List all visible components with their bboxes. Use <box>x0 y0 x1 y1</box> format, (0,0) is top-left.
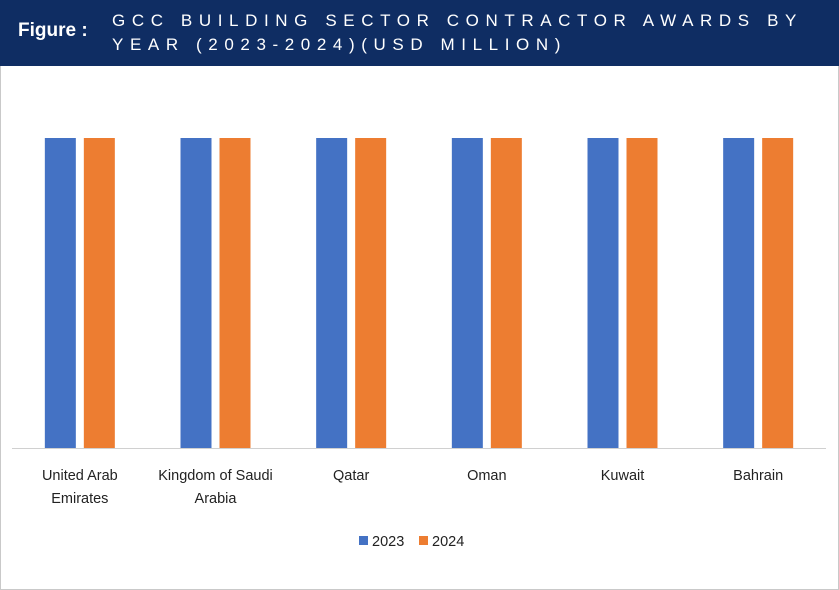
legend-swatch-2023 <box>359 536 368 545</box>
bar-2023-4 <box>587 138 619 448</box>
legend-label-2023: 2023 <box>372 534 404 550</box>
legend-swatch-2024 <box>419 536 428 545</box>
bar-2024-0 <box>83 138 115 448</box>
x-tick-label: Oman <box>467 468 507 484</box>
bar-2023-2 <box>316 138 348 448</box>
x-tick-label: Bahrain <box>733 468 783 484</box>
x-tick-label: Emirates <box>51 491 108 507</box>
x-tick-label: United Arab <box>42 468 118 484</box>
bar-2024-4 <box>626 138 658 448</box>
x-tick-label: Qatar <box>333 468 369 484</box>
figure-label: Figure : <box>18 20 88 41</box>
legend-label-2024: 2024 <box>432 534 464 550</box>
x-tick-label: Kingdom of Saudi <box>158 468 272 484</box>
x-tick-label: Kuwait <box>601 468 645 484</box>
bar-2024-1 <box>219 138 251 448</box>
bar-2023-0 <box>44 138 76 448</box>
chart-title: GCC BUILDING SECTOR CONTRACTOR AWARDS BY… <box>112 11 803 54</box>
figure-header: Figure : GCC BUILDING SECTOR CONTRACTOR … <box>0 0 839 66</box>
bar-2023-5 <box>723 138 755 448</box>
bar-2023-1 <box>180 138 212 448</box>
bar-2023-3 <box>451 138 483 448</box>
x-tick-label: Arabia <box>195 491 238 507</box>
bar-2024-2 <box>355 138 387 448</box>
bar-2024-3 <box>490 138 522 448</box>
bar-2024-5 <box>762 138 794 448</box>
